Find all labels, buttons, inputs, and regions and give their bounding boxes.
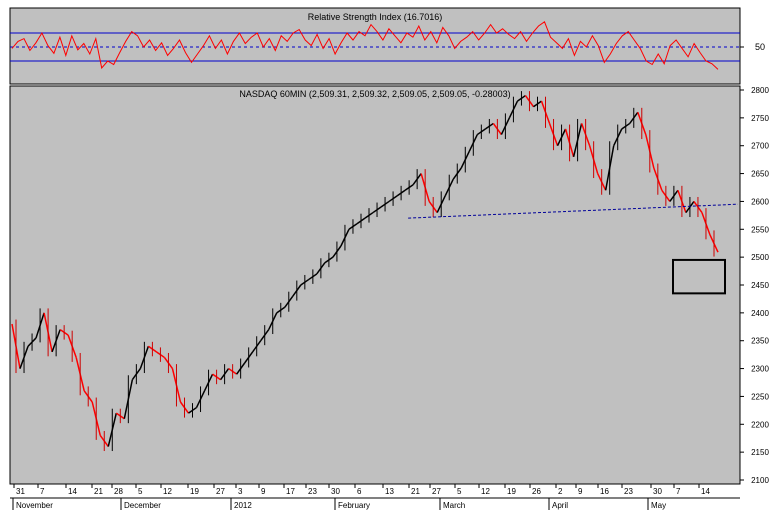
x-tick-label: 21 (411, 487, 420, 496)
price-panel (9, 85, 741, 485)
x-tick-label: 31 (16, 487, 25, 496)
price-title: NASDAQ 60MIN (2,509.31, 2,509.32, 2,509.… (239, 89, 510, 99)
x-tick-label: 27 (432, 487, 441, 496)
x-tick-label: 6 (357, 487, 362, 496)
month-axis: November December 2012 February March April Ma… (10, 497, 740, 510)
rsi-tick-label: 50 (755, 42, 765, 52)
x-tick-label: 16 (600, 487, 609, 496)
price-tick-label: 2250 (751, 392, 769, 401)
price-tick-label: 2600 (751, 197, 769, 206)
month-label: February (338, 501, 370, 510)
x-tick-label: 14 (68, 487, 77, 496)
rsi-line (11, 21, 719, 70)
x-tick-label: 14 (701, 487, 710, 496)
x-tick-label: 28 (114, 487, 123, 496)
rsi-panel (9, 7, 741, 85)
x-tick-label: 3 (238, 487, 243, 496)
month-label: 2012 (234, 501, 252, 510)
x-tick-label: 7 (676, 487, 681, 496)
price-tick-label: 2450 (751, 281, 769, 290)
x-tick-label: 26 (532, 487, 541, 496)
x-tick-label: 21 (94, 487, 103, 496)
x-tick-label: 9 (261, 487, 266, 496)
x-tick-label: 9 (578, 487, 583, 496)
x-tick-label: 13 (385, 487, 394, 496)
price-tick-label: 2700 (751, 142, 769, 151)
x-tick-label: 5 (138, 487, 143, 496)
x-axis-ticks: 31 7 14 21 28 5 12 19 27 3 9 17 23 30 6 13 21 27 5 12 19 26 2 9… (13, 484, 710, 496)
price-tick-label: 2750 (751, 114, 769, 123)
x-tick-label: 17 (286, 487, 295, 496)
price-tick-label: 2350 (751, 337, 769, 346)
month-label: November (16, 501, 53, 510)
annotation-box (672, 258, 726, 295)
month-label: May (651, 501, 666, 510)
x-tick-label: 2 (558, 487, 563, 496)
price-tick-label: 2650 (751, 170, 769, 179)
x-tick-label: 30 (653, 487, 662, 496)
x-tick-label: 19 (190, 487, 199, 496)
x-tick-label: 23 (308, 487, 317, 496)
price-tick-label: 2500 (751, 253, 769, 262)
month-label: April (552, 501, 568, 510)
month-label: December (124, 501, 161, 510)
rsi-series (11, 21, 719, 70)
x-tick-label: 23 (624, 487, 633, 496)
x-tick-label: 19 (507, 487, 516, 496)
price-tick-label: 2400 (751, 309, 769, 318)
month-label: March (443, 501, 465, 510)
x-tick-label: 30 (331, 487, 340, 496)
rsi-title: Relative Strength Index (16.7016) (308, 12, 443, 22)
price-series (11, 91, 719, 452)
rsi-y-axis: 50 (740, 42, 765, 52)
price-annotations (408, 203, 739, 295)
price-tick-label: 2800 (751, 86, 769, 95)
rsi-levels (10, 32, 740, 62)
x-tick-label: 7 (40, 487, 45, 496)
x-tick-label: 5 (457, 487, 462, 496)
x-tick-label: 27 (216, 487, 225, 496)
price-tick-label: 2100 (751, 476, 769, 485)
price-tick-label: 2200 (751, 420, 769, 429)
x-tick-label: 12 (481, 487, 490, 496)
trendline (408, 203, 739, 219)
price-tick-label: 2550 (751, 225, 769, 234)
price-y-axis: 2100 2150 2200 2250 2300 2350 2400 2450 2500 2550… (740, 86, 769, 485)
x-tick-label: 12 (163, 487, 172, 496)
price-tick-label: 2150 (751, 448, 769, 457)
price-tick-label: 2300 (751, 365, 769, 374)
